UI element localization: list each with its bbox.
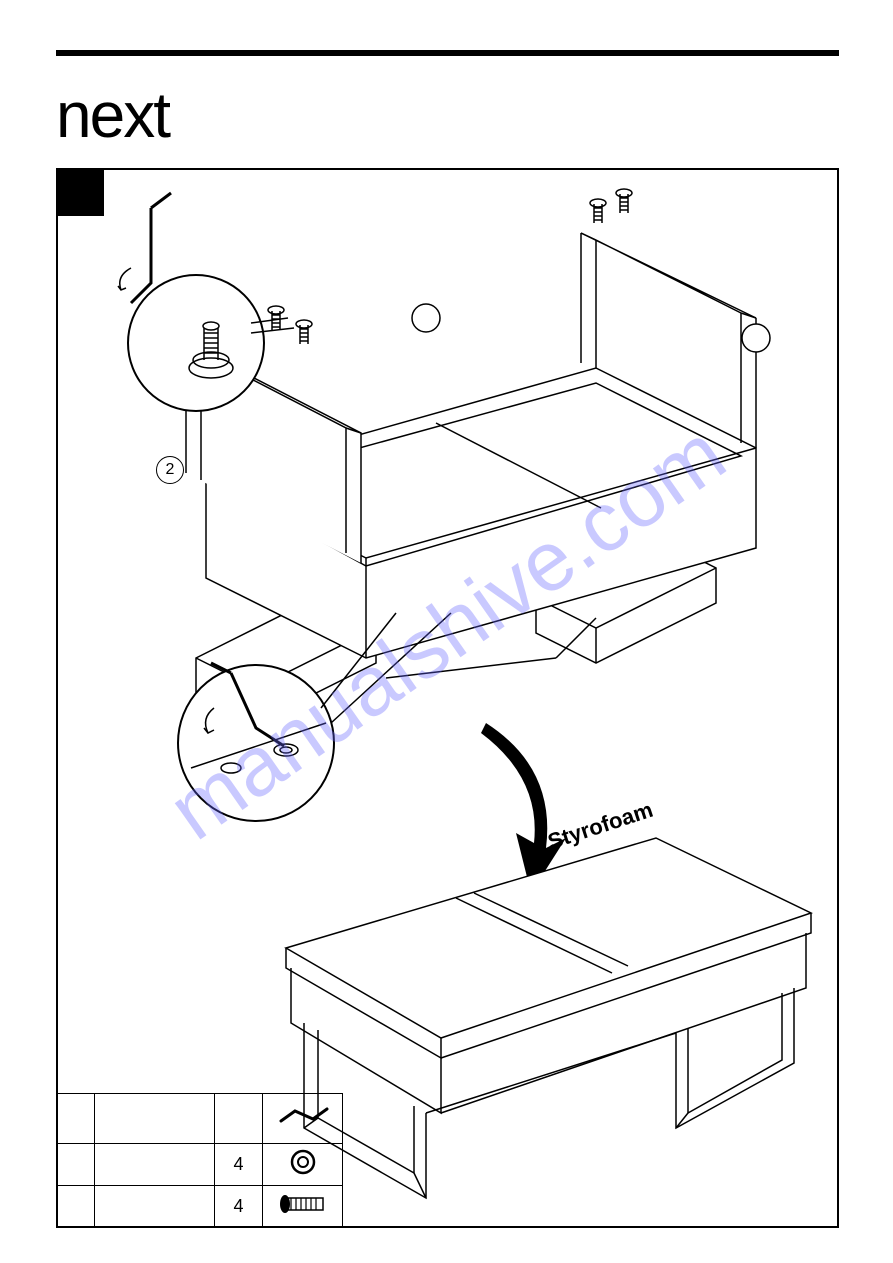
top-divider-bar [56,50,839,56]
bolt-top-left [590,199,606,223]
finished-table [286,838,811,1198]
flip-arrow [481,723,566,893]
cell-qty: 4 [215,1144,263,1186]
bolt-front-right [296,320,312,344]
cell-empty [57,1144,95,1186]
cell-empty [95,1094,215,1144]
allen-key-icon [273,1101,333,1131]
washer-icon [283,1147,323,1177]
bolt-top-right [616,189,632,213]
table-row: 4 [57,1144,343,1186]
table-row [57,1094,343,1144]
callout-circle-b [742,324,770,352]
cell-qty [215,1094,263,1144]
brand-logo: next [56,78,169,152]
cell-icon-bolt [263,1186,343,1228]
part-callout-2: 2 [156,456,184,484]
cell-empty [95,1186,215,1228]
part-callout-2-label: 2 [166,461,175,479]
cell-empty [57,1186,95,1228]
parts-table: 4 4 [56,1093,343,1228]
styrofoam-leader-2 [386,658,556,678]
diagram-svg [56,168,839,1228]
bolt-front-left [268,306,284,330]
table-row: 4 [57,1186,343,1228]
assembly-diagram: 2 Styrofoam 4 [56,168,839,1228]
cell-empty [95,1144,215,1186]
bolt-icon [273,1189,333,1219]
cell-icon-washer [263,1144,343,1186]
cell-qty: 4 [215,1186,263,1228]
cell-icon-allen-key [263,1094,343,1144]
callout-circle-a [412,304,440,332]
cell-empty [57,1094,95,1144]
